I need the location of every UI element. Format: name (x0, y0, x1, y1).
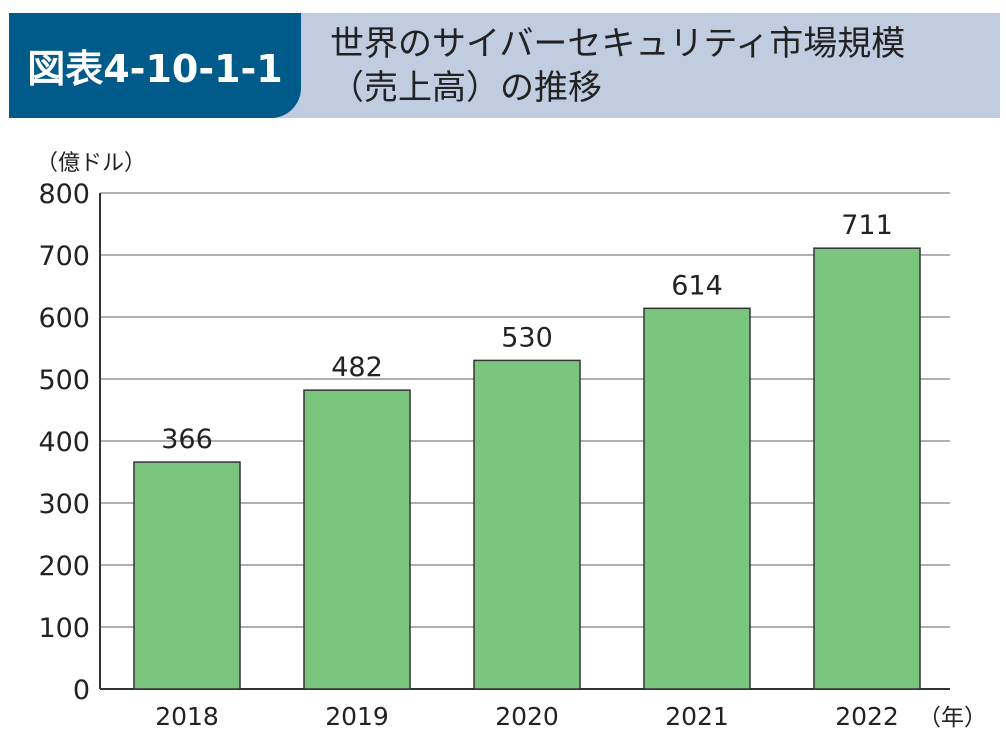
title-line-1: 世界のサイバーセキュリティ市場規模 (330, 24, 906, 64)
chart-title: 世界のサイバーセキュリティ市場規模 （売上高）の推移 (330, 22, 990, 110)
bar-2022 (813, 247, 921, 690)
y-tick-label: 600 (38, 303, 90, 334)
data-label: 366 (161, 424, 213, 455)
data-label: 711 (841, 210, 893, 241)
x-tick-label: 2020 (495, 702, 559, 731)
bar-2021 (643, 307, 751, 690)
x-tick-label: 2021 (665, 702, 729, 731)
y-tick-label: 400 (38, 427, 90, 458)
bar-2018 (133, 461, 241, 690)
y-tick-label: 700 (38, 241, 90, 272)
data-label: 482 (331, 352, 383, 383)
y-tick-label: 800 (38, 179, 90, 210)
data-label: 530 (501, 322, 553, 353)
x-tick-label: 2022 (835, 702, 899, 731)
y-tick-label: 200 (38, 551, 90, 582)
figure-label: 図表4-10-1-1 (9, 13, 301, 118)
y-tick-label: 500 (38, 365, 90, 396)
y-tick-label: 100 (38, 613, 90, 644)
bar-2019 (303, 389, 411, 690)
x-tick-label: 2019 (325, 702, 389, 731)
title-line-2: （売上高）の推移 (330, 68, 602, 108)
x-axis-label: （年） (918, 705, 987, 731)
bar-2020 (473, 359, 581, 690)
y-tick-label: 0 (73, 675, 90, 706)
data-label: 614 (671, 270, 723, 301)
x-tick-label: 2018 (155, 702, 219, 731)
y-axis-label: （億ドル） (36, 151, 146, 176)
y-tick-label: 300 (38, 489, 90, 520)
